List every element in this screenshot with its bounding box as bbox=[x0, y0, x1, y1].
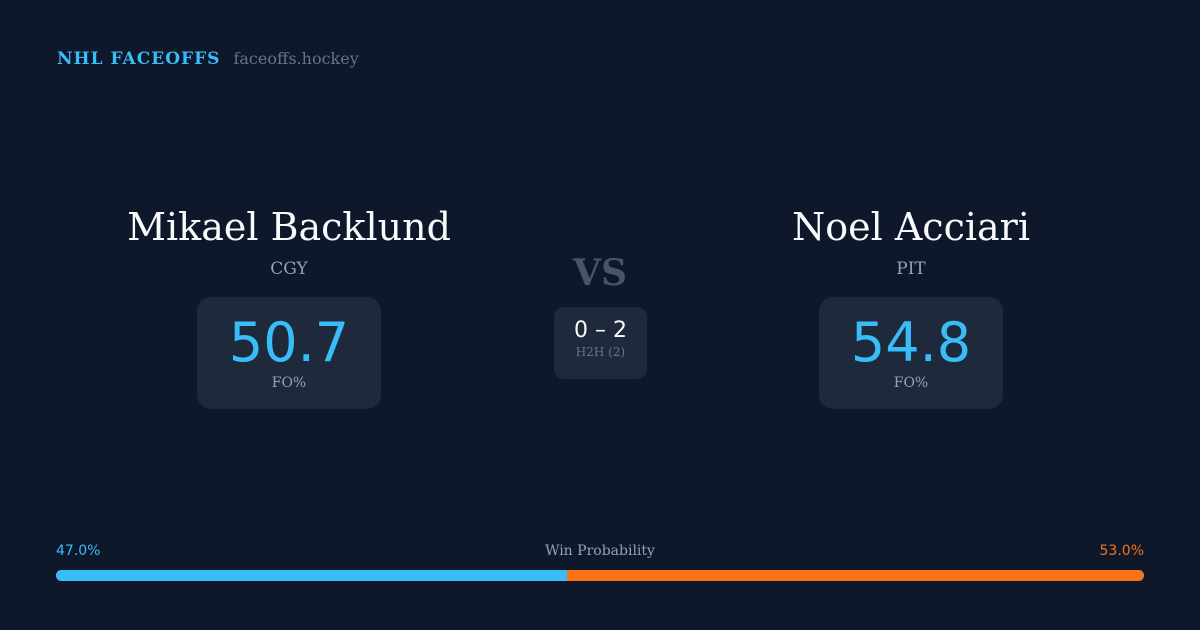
probability-bar bbox=[56, 570, 1144, 581]
right-player-name: Noel Acciari bbox=[792, 205, 1030, 249]
left-fo-card: 50.7 FO% bbox=[196, 297, 382, 409]
win-probability: 47.0% Win Probability 53.0% bbox=[56, 543, 1144, 581]
h2h-card: 0 – 2 H2H (2) bbox=[554, 307, 647, 379]
vs-label: VS bbox=[573, 252, 627, 294]
brand-name: NHL FACEOFFS bbox=[57, 49, 221, 69]
right-fo-label: FO% bbox=[893, 375, 929, 391]
right-fo-card: 54.8 FO% bbox=[818, 297, 1004, 409]
left-player: Mikael Backlund CGY 50.7 FO% bbox=[79, 205, 499, 409]
h2h-label: H2H (2) bbox=[575, 345, 626, 359]
brand: NHL FACEOFFS faceoffs.hockey bbox=[57, 49, 359, 69]
left-fo-pct: 50.7 bbox=[228, 311, 350, 374]
right-probability: 53.0% bbox=[1099, 543, 1144, 559]
left-player-name: Mikael Backlund bbox=[127, 205, 451, 249]
left-fo-label: FO% bbox=[271, 375, 307, 391]
left-probability-fill bbox=[56, 570, 568, 581]
right-team: PIT bbox=[896, 259, 926, 279]
left-team: CGY bbox=[270, 259, 308, 279]
right-probability-fill bbox=[567, 570, 1144, 581]
brand-url: faceoffs.hockey bbox=[233, 49, 359, 68]
right-fo-pct: 54.8 bbox=[850, 311, 972, 374]
right-player: Noel Acciari PIT 54.8 FO% bbox=[701, 205, 1121, 409]
probability-title: Win Probability bbox=[545, 543, 655, 559]
left-probability: 47.0% bbox=[56, 543, 101, 559]
h2h-score: 0 – 2 bbox=[574, 318, 627, 343]
